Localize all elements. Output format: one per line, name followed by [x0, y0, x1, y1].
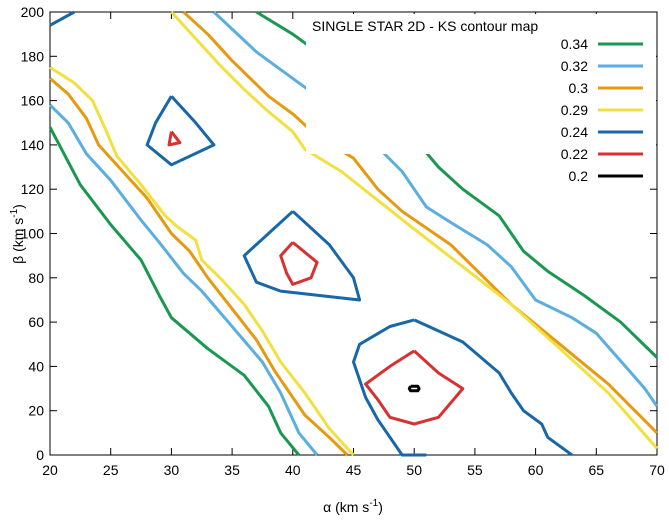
y-tick-label: 140 [21, 137, 45, 153]
contour-0-34 [48, 126, 301, 456]
chart-title: SINGLE STAR 2D - KS contour map [312, 18, 538, 34]
y-tick-label: 100 [21, 226, 45, 242]
contour-0-32 [48, 103, 319, 456]
contour-0-22 [364, 349, 465, 426]
y-tick-label: 0 [36, 447, 44, 463]
x-tick-label: 40 [285, 462, 301, 478]
legend-label: 0.34 [561, 36, 588, 52]
x-tick-label: 45 [346, 462, 362, 478]
contour-0-3 [182, 10, 659, 434]
contour-0-24 [413, 318, 573, 457]
y-tick-label: 120 [21, 181, 45, 197]
contour-0-24 [49, 10, 76, 27]
y-tick-label: 40 [28, 358, 44, 374]
x-tick-label: 65 [589, 462, 605, 478]
legend-label: 0.22 [561, 146, 588, 162]
contour-0-29 [49, 66, 355, 457]
legend-label: 0.29 [561, 102, 588, 118]
contour-0-22 [167, 130, 182, 147]
contour-0-22 [279, 241, 319, 286]
y-tick-label: 200 [21, 4, 45, 20]
y-axis-label: β (km s-1) [9, 204, 26, 264]
legend-label: 0.32 [561, 58, 588, 74]
x-tick-label: 55 [467, 462, 483, 478]
x-tick-label: 25 [103, 462, 119, 478]
legend-label: 0.24 [561, 124, 588, 140]
x-tick-label: 35 [224, 462, 240, 478]
legend-box [306, 14, 656, 154]
x-tick-label: 70 [649, 462, 665, 478]
legend: 0.34 0.32 0.3 0.29 0.24 0.22 0.2 [561, 36, 643, 184]
legend-label: 0.3 [569, 80, 589, 96]
contour-0-2 [407, 384, 421, 393]
contour-0-3 [49, 77, 349, 457]
contour-0-24 [242, 210, 362, 302]
y-tick-label: 180 [21, 48, 45, 64]
x-tick-label: 50 [406, 462, 422, 478]
legend-label: 0.2 [569, 168, 589, 184]
y-tick-label: 160 [21, 93, 45, 109]
y-tick-label: 80 [28, 270, 44, 286]
x-tick-label: 60 [528, 462, 544, 478]
contour-0-24 [352, 318, 427, 457]
x-tick-label: 30 [164, 462, 180, 478]
contour-0-29 [170, 10, 659, 450]
y-tick-label: 20 [28, 403, 44, 419]
x-axis-label: α (km s-1) [323, 498, 383, 515]
y-tick-label: 60 [28, 314, 44, 330]
contour-0-24 [145, 95, 216, 167]
x-tick-label: 20 [42, 462, 58, 478]
tick-labels: 20 25 30 35 40 45 50 55 60 65 70020406080100120140… [21, 4, 665, 478]
